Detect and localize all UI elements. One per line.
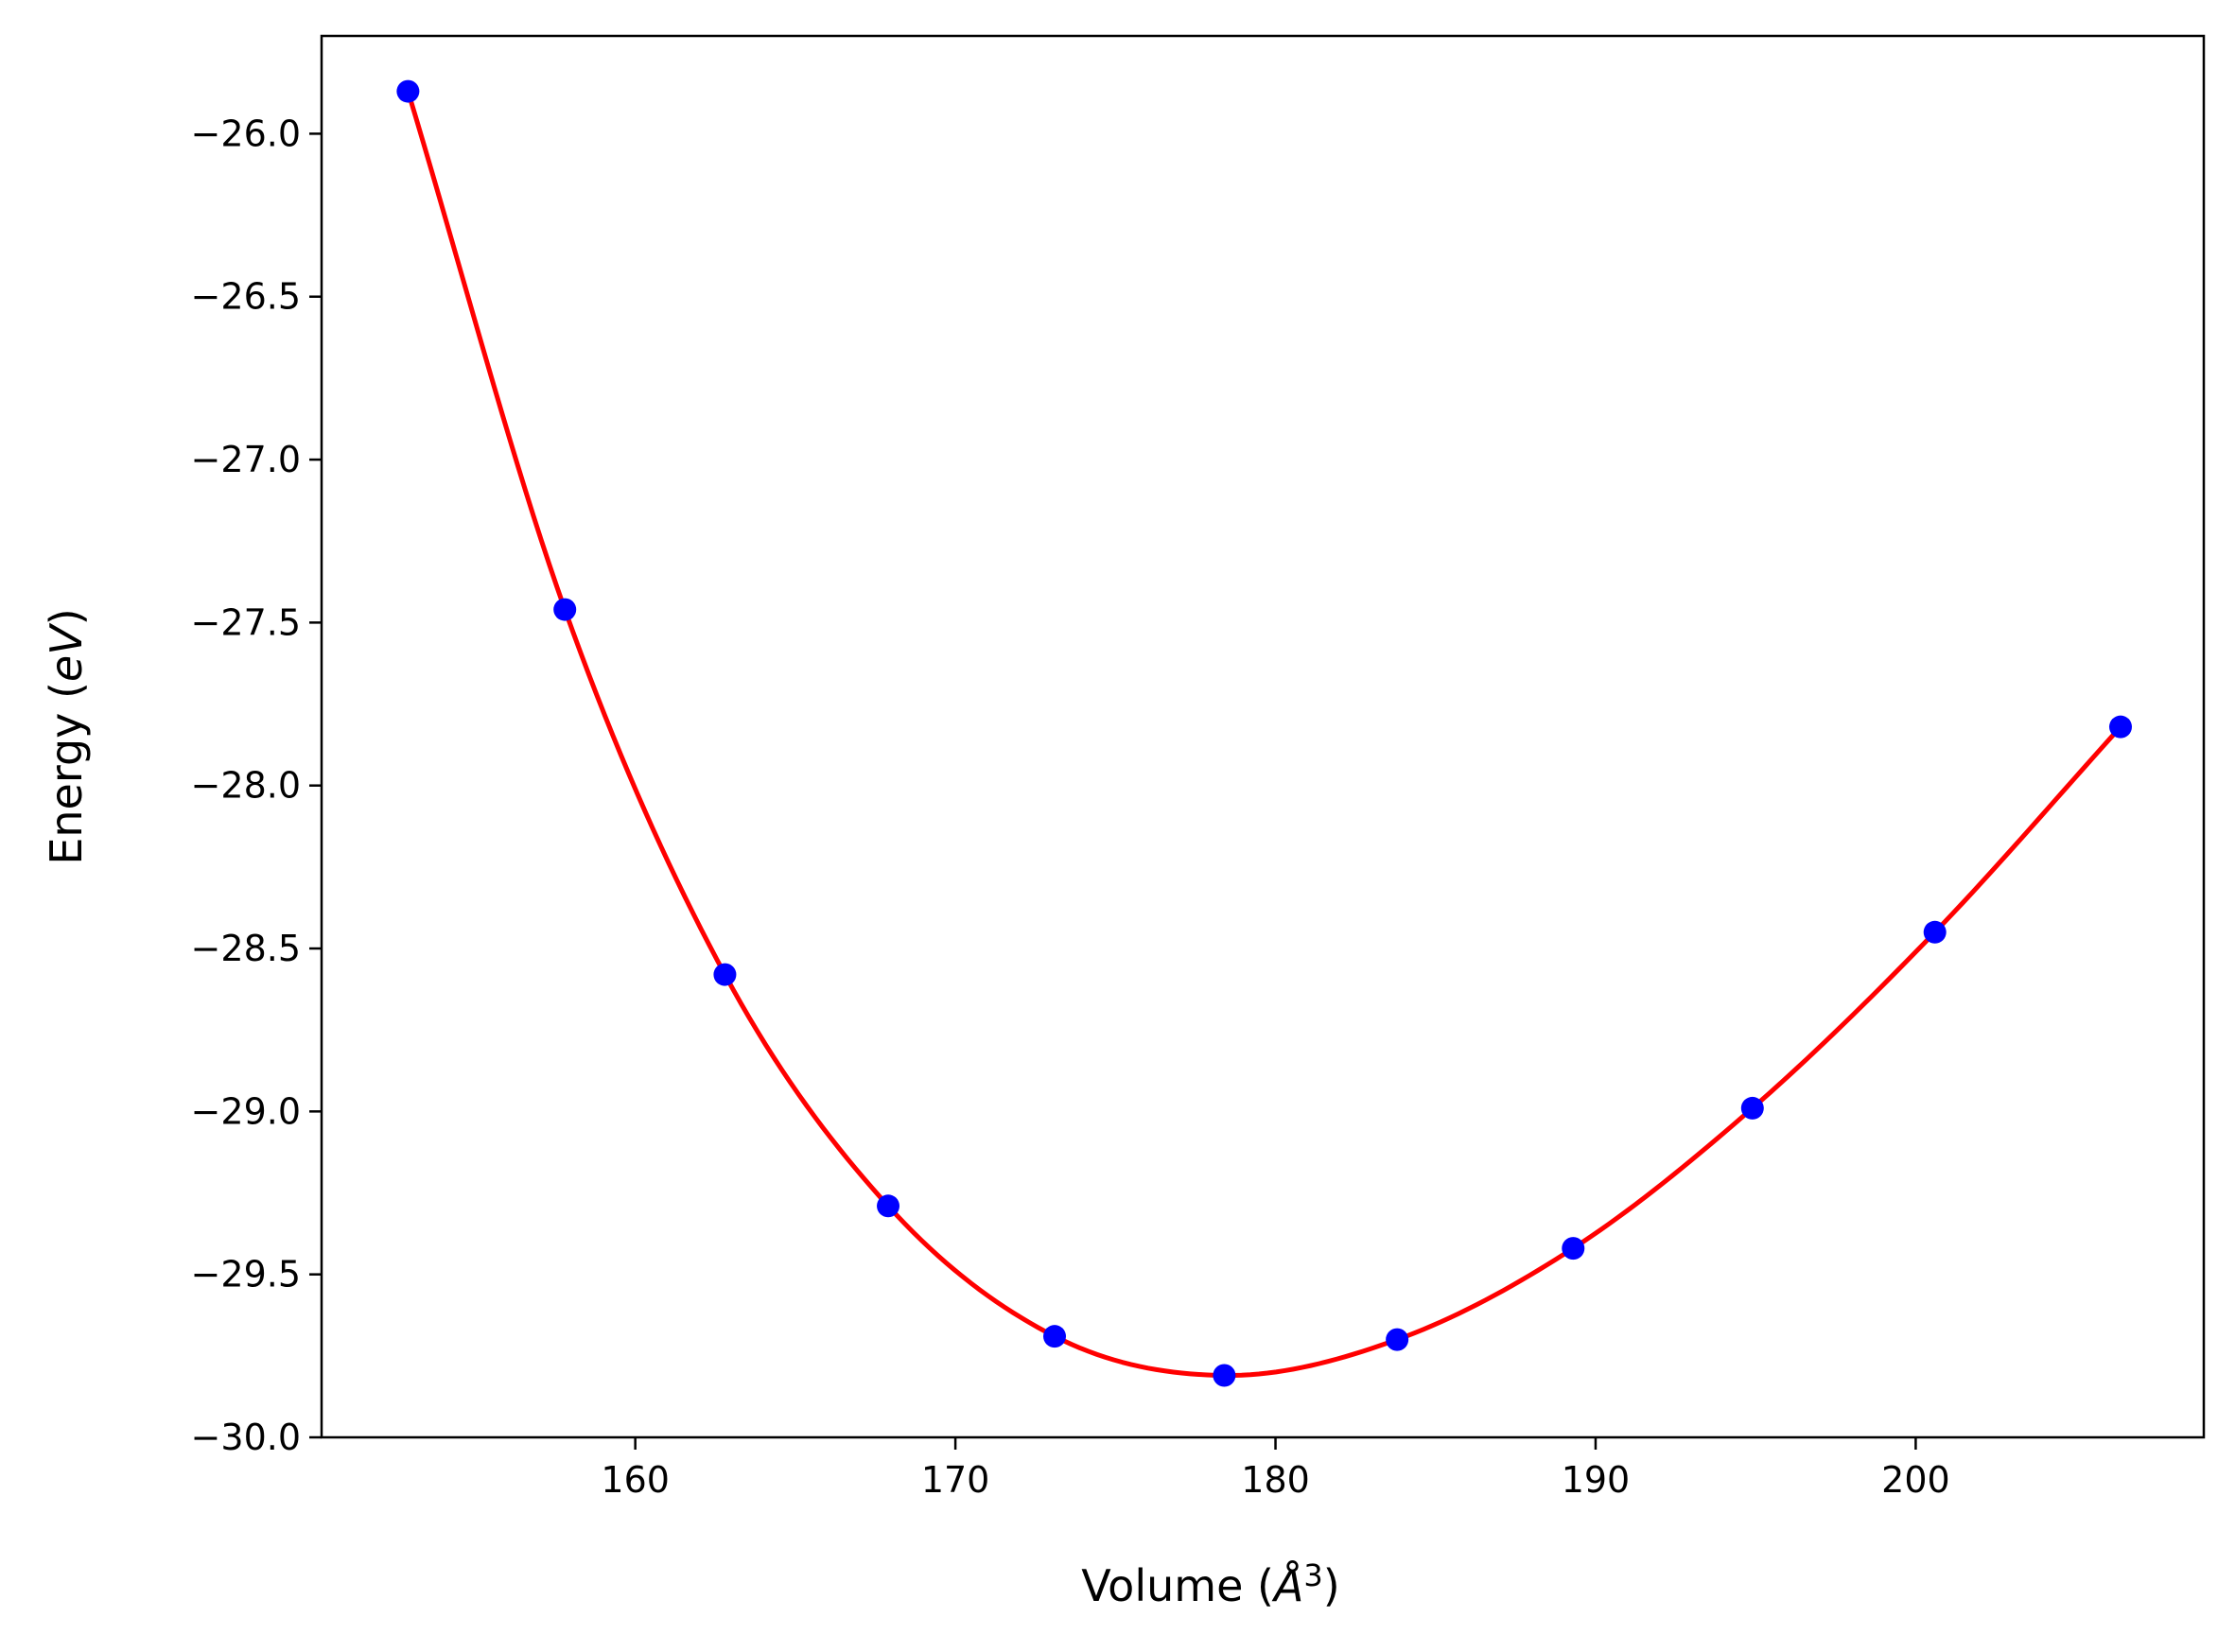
data-point xyxy=(1043,1325,1067,1348)
x-tick-label: 170 xyxy=(921,1459,990,1501)
y-tick-label: −26.5 xyxy=(191,276,301,318)
data-point xyxy=(1740,1096,1764,1120)
data-point xyxy=(713,963,737,986)
x-tick-label: 160 xyxy=(601,1459,670,1501)
data-point xyxy=(1213,1364,1236,1387)
data-point xyxy=(553,598,577,621)
y-tick-label: −30.0 xyxy=(191,1417,301,1458)
y-axis-ticks: −26.0 −26.5 −27.0 −27.5 −28.0 −28.5 −29.0 −29.5… xyxy=(191,113,322,1458)
x-axis-title: Volume (Å3) xyxy=(1081,1557,1339,1611)
y-tick-label: −27.0 xyxy=(191,439,301,480)
data-point xyxy=(396,79,420,103)
y-tick-label: −29.0 xyxy=(191,1090,301,1132)
x-tick-label: 200 xyxy=(1881,1459,1950,1501)
data-point xyxy=(2109,715,2133,739)
y-tick-label: −26.0 xyxy=(191,113,301,154)
x-axis-ticks: 160 170 180 190 200 xyxy=(601,1437,1950,1501)
data-point xyxy=(877,1194,900,1218)
plot-frame xyxy=(320,34,2206,1439)
y-tick-label: −29.5 xyxy=(191,1254,301,1296)
data-point xyxy=(1562,1237,1585,1261)
y-tick-label: −28.5 xyxy=(191,928,301,969)
y-tick-label: −27.5 xyxy=(191,601,301,643)
x-tick-label: 190 xyxy=(1562,1459,1631,1501)
y-axis-title: Energy (eV) xyxy=(41,608,92,864)
y-tick-label: −28.0 xyxy=(191,765,301,807)
x-tick-label: 180 xyxy=(1241,1459,1310,1501)
data-points-layer xyxy=(396,79,2133,1387)
data-point xyxy=(1386,1328,1409,1351)
data-point xyxy=(1923,920,1947,944)
